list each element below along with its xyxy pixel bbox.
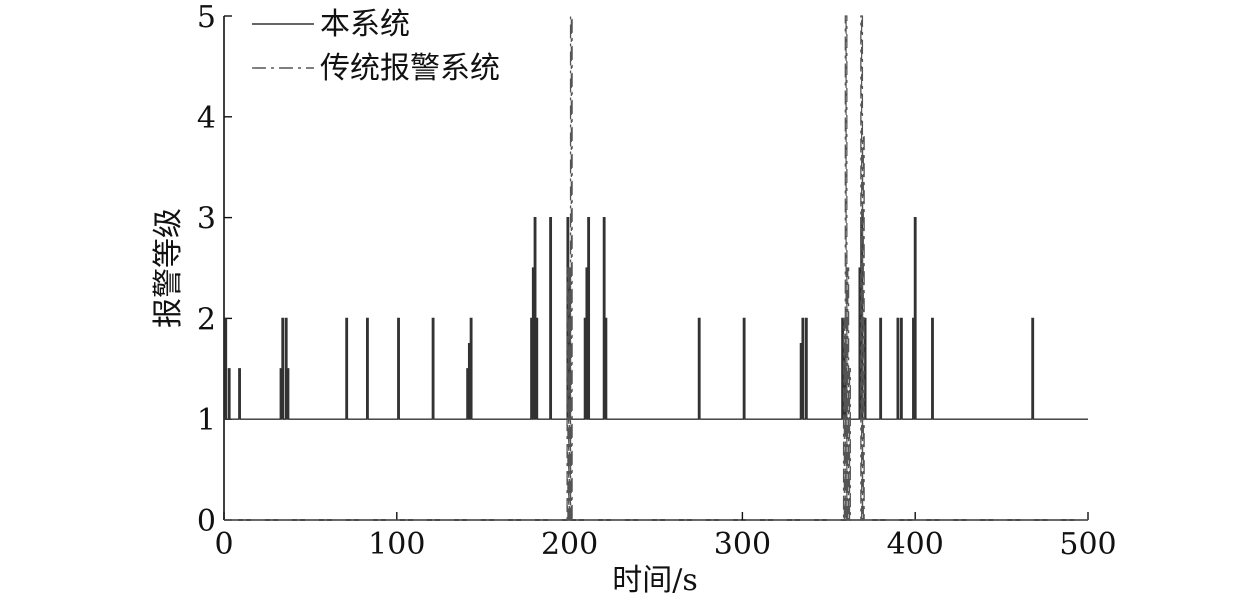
series-layer [224, 15, 1088, 521]
y-tick-label: 5 [197, 0, 216, 35]
legend-label: 传统报警系统 [320, 51, 500, 86]
axes: 0 100 200 300 400 500 0 1 2 3 4 5 [197, 0, 1117, 562]
legend-label: 本系统 [320, 7, 410, 42]
y-tick-label: 4 [197, 101, 216, 136]
y-axis-label: 报警等级 [151, 208, 186, 328]
x-tick-label: 300 [714, 527, 771, 562]
x-tick-label: 500 [1059, 527, 1116, 562]
y-tick-label: 0 [197, 504, 216, 539]
x-tick-label: 200 [541, 527, 598, 562]
x-axis-label: 时间/s [612, 563, 698, 598]
y-tick-label: 1 [197, 403, 216, 438]
series-line [224, 216, 1088, 420]
x-tick-label: 400 [887, 527, 944, 562]
y-tick-label: 3 [197, 202, 216, 237]
x-tick-label: 100 [368, 527, 425, 562]
y-tick-label: 2 [197, 302, 216, 337]
x-tick-label: 0 [214, 527, 233, 562]
series-line [224, 15, 1088, 521]
series-1 [224, 216, 1088, 420]
series-2 [224, 15, 1088, 521]
